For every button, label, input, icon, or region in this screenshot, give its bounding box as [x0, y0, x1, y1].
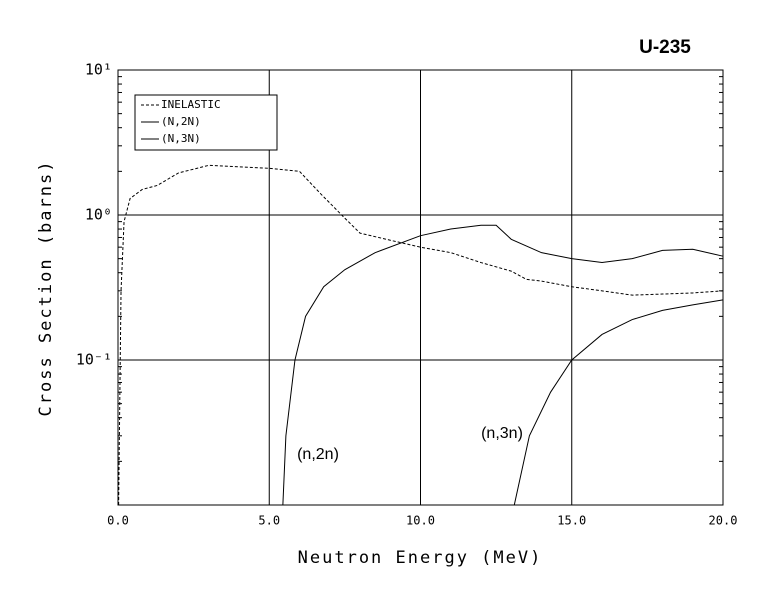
series-line: [118, 164, 724, 506]
legend: INELASTIC (N,2N) (N,3N): [134, 94, 278, 151]
y-tick-label: 10¹: [85, 61, 112, 79]
annotation: (n,3n): [481, 425, 523, 442]
chart-title: U-235: [639, 37, 691, 58]
x-tick-label: 15.0: [557, 514, 586, 528]
legend-label: (N,3N): [161, 132, 201, 145]
x-tick-label: 5.0: [258, 514, 280, 528]
x-axis-label: Neutron Energy (MeV): [298, 548, 543, 568]
legend-label: (N,2N): [161, 115, 201, 128]
x-tick-label: 10.0: [406, 514, 435, 528]
x-tick-label: 20.0: [709, 514, 738, 528]
annotation: (n,2n): [297, 446, 339, 463]
series-line: [282, 224, 724, 506]
x-tick-label: 0.0: [107, 514, 129, 528]
y-tick-label: 10⁰: [85, 206, 112, 224]
series-line: [513, 299, 724, 506]
legend-label: INELASTIC: [161, 98, 221, 111]
y-axis-label: Cross Section (barns): [36, 160, 56, 417]
y-tick-label: 10⁻¹: [76, 351, 112, 369]
